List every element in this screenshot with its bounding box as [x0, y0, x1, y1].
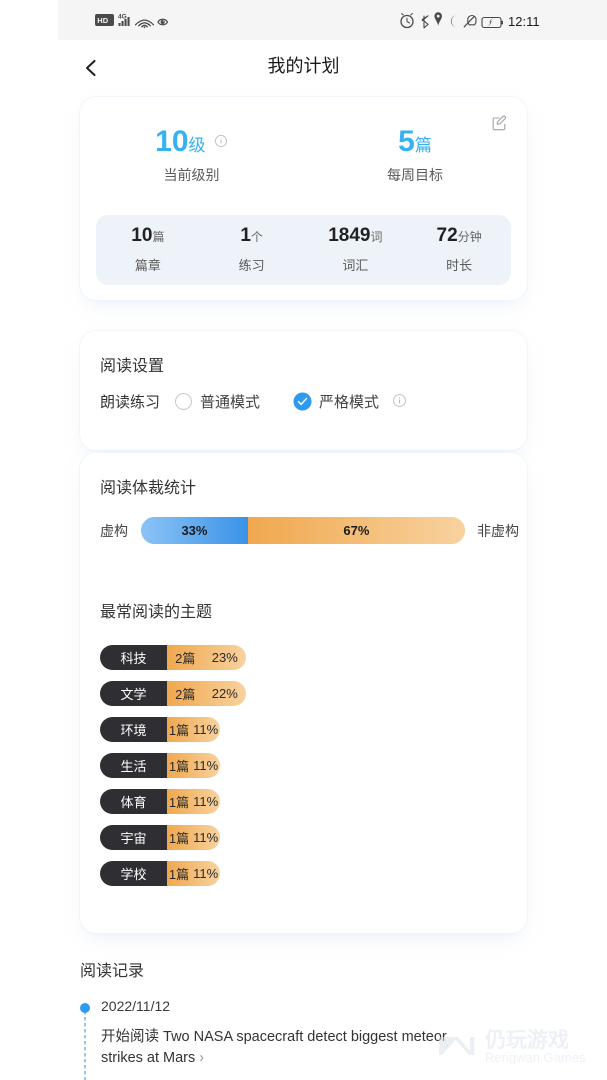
svg-text:12:11: 12:11	[508, 14, 540, 29]
svg-text:HD: HD	[97, 16, 108, 25]
